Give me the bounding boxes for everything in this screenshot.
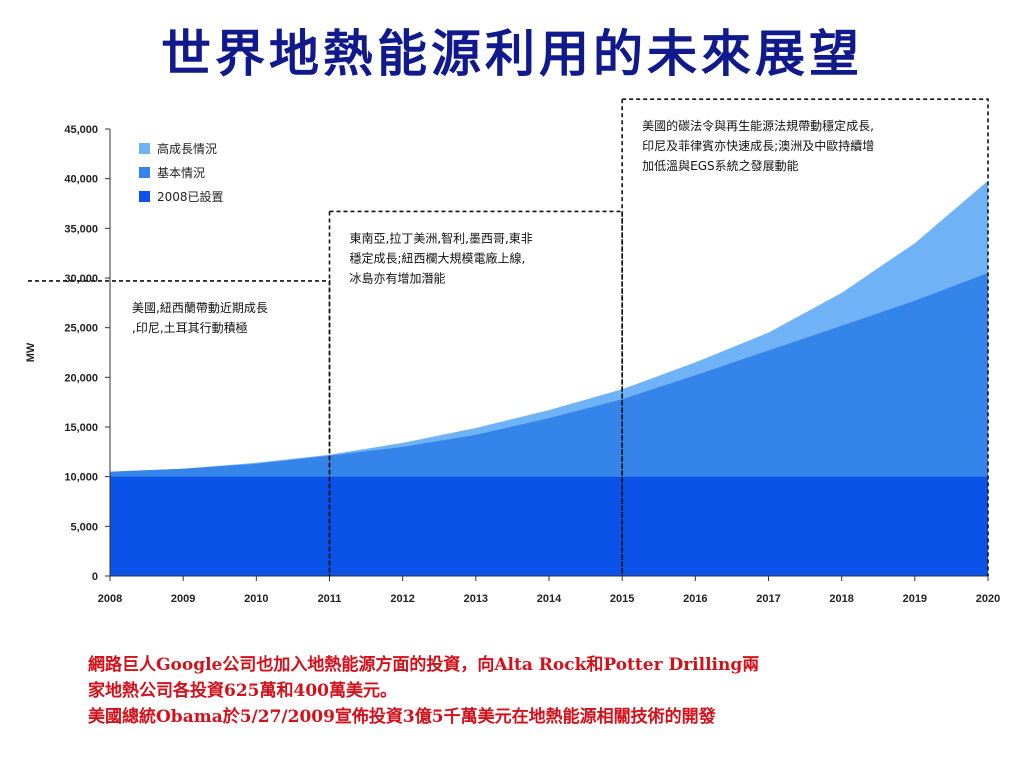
x-tick-label: 2015 xyxy=(610,593,634,605)
annotation-border-2 xyxy=(329,210,623,576)
y-tick-label: 35,000 xyxy=(64,223,98,235)
y-tick-label: 20,000 xyxy=(64,372,98,384)
x-tick-label: 2020 xyxy=(976,593,1000,605)
annotation-text: 美國,紐西蘭帶動近期成長 xyxy=(132,301,268,315)
annotation-text: ,印尼,土耳其行動積極 xyxy=(132,320,248,335)
legend-swatch-2 xyxy=(139,167,150,178)
annotation-text: 印尼及菲律賓亦快速成長;澳洲及中歐持續增 xyxy=(642,138,874,153)
y-tick-label: 45,000 xyxy=(64,124,98,136)
annotation-text: 加低溫與EGS系統之發展動能 xyxy=(642,158,799,173)
x-tick-label: 2012 xyxy=(390,593,414,605)
y-tick-label: 10,000 xyxy=(64,472,98,484)
legend-label-1: 高成長情況 xyxy=(157,141,217,156)
series-area-3 xyxy=(110,476,988,576)
x-tick-label: 2016 xyxy=(683,593,707,605)
legend-label-2: 基本情況 xyxy=(157,165,205,180)
y-tick-label: 5,000 xyxy=(70,521,98,533)
y-axis-title: MW xyxy=(25,342,37,362)
x-tick-label: 2009 xyxy=(171,593,195,605)
x-tick-label: 2010 xyxy=(244,593,268,605)
y-tick-label: 30,000 xyxy=(64,273,98,285)
y-tick-label: 0 xyxy=(92,571,98,583)
caption-line-2: 家地熱公司各投資625萬和400萬美元。 xyxy=(88,681,397,701)
y-tick-label: 40,000 xyxy=(64,174,98,186)
annotation-text: 穩定成長;紐西欄大規模電廠上線, xyxy=(350,250,526,265)
y-tick-label: 25,000 xyxy=(64,323,98,335)
x-tick-label: 2017 xyxy=(756,593,780,605)
area-chart: 0 5,000 10,000 15,000 20,000 25,000 30,000 35,0… xyxy=(25,98,1000,605)
legend-label-3: 2008已設置 xyxy=(157,189,224,204)
x-tick-label: 2013 xyxy=(464,593,488,605)
annotation-text: 東南亞,拉丁美洲,智利,墨西哥,東非 xyxy=(350,230,533,245)
caption: 網路巨人Google公司也加入地熱能源方面的投資，向Alta Rock和Pott… xyxy=(88,652,1008,730)
legend-swatch-1 xyxy=(139,143,150,154)
legend-swatch-3 xyxy=(139,191,150,202)
y-tick-label: 15,000 xyxy=(64,422,98,434)
slide-title: 世界地熱能源利用的未來展望 xyxy=(161,24,863,83)
x-tick-label: 2008 xyxy=(98,593,122,605)
caption-line-3: 美國總統Obama於5/27/2009宣佈投資3億5千萬美元在地熱能源相關技術的… xyxy=(88,707,716,727)
annotation-text: 美國的碳法令與再生能源法規帶動穩定成長, xyxy=(642,118,874,133)
x-tick-label: 2011 xyxy=(318,593,342,605)
caption-line-1: 網路巨人Google公司也加入地熱能源方面的投資，向Alta Rock和Pott… xyxy=(88,655,760,675)
annotation-text: 冰島亦有增加潛能 xyxy=(350,270,446,285)
x-tick-label: 2014 xyxy=(537,593,562,605)
annotation-border-3 xyxy=(622,98,989,576)
x-tick-label: 2019 xyxy=(903,593,927,605)
x-tick-label: 2018 xyxy=(829,593,853,605)
